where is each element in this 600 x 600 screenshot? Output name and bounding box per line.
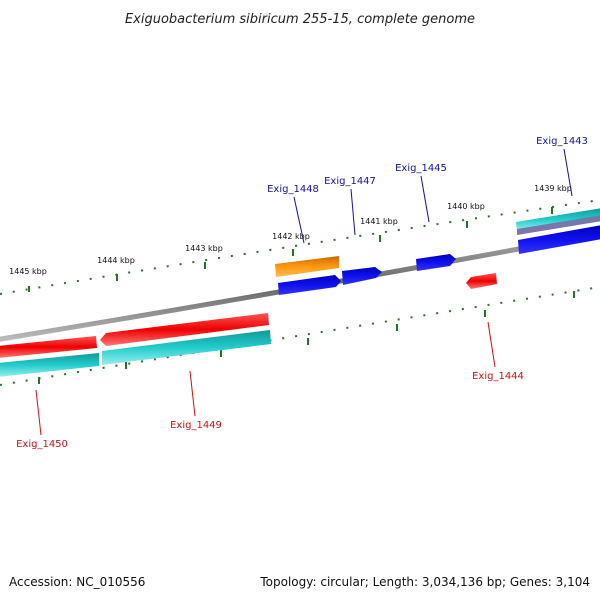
kbp-label-1440: 1440 kbp	[447, 202, 485, 211]
topology-summary: Topology: circular; Length: 3,034,136 bp…	[259, 575, 590, 589]
kbp-label-1444: 1444 kbp	[97, 256, 135, 265]
feature-exig-1449-gene[interactable]	[102, 330, 271, 365]
feature-exig-1443-gene[interactable]	[516, 208, 600, 231]
feature-exig-1448-cds[interactable]	[278, 275, 341, 295]
leader-exig-1449	[189, 370, 196, 417]
leader-exig-1448	[293, 196, 305, 244]
inner-major-ticks	[38, 291, 575, 384]
gene-label-exig-1445[interactable]: Exig_1445	[395, 163, 447, 174]
label-leaders-red	[35, 321, 496, 436]
leader-exig-1443	[563, 148, 573, 197]
feature-exig-1443-cds[interactable]	[518, 225, 600, 254]
gene-label-exig-1450[interactable]: Exig_1450	[16, 439, 68, 450]
feature-exig-1450-cds[interactable]	[0, 336, 97, 358]
outer-major-ticks	[28, 207, 553, 292]
feature-exig-1448-gene[interactable]	[275, 256, 339, 277]
map-title: Exiguobacterium sibiricum 255-15, comple…	[125, 12, 475, 27]
gene-label-exig-1444[interactable]: Exig_1444	[472, 371, 524, 382]
kbp-label-1441: 1441 kbp	[360, 217, 398, 226]
feature-exig-1450-gene[interactable]	[0, 353, 99, 377]
leader-exig-1447	[350, 188, 356, 236]
gene-label-exig-1449[interactable]: Exig_1449	[170, 420, 222, 431]
outer-tick-track	[0, 199, 600, 295]
gene-label-exig-1443[interactable]: Exig_1443	[536, 136, 588, 147]
label-leaders-blue	[293, 148, 573, 244]
gene-label-exig-1447[interactable]: Exig_1447	[324, 176, 376, 187]
feature-exig-1445-cds[interactable]	[416, 254, 456, 271]
leader-exig-1450	[35, 389, 42, 436]
kbp-label-1445: 1445 kbp	[9, 267, 47, 276]
feature-exig-1447-cds[interactable]	[342, 267, 382, 285]
kbp-label-1439: 1439 kbp	[534, 184, 572, 193]
kbp-label-1443: 1443 kbp	[185, 244, 223, 253]
leader-exig-1445	[420, 175, 430, 223]
accession-text: Accession: NC_010556	[9, 575, 145, 589]
kbp-label-1442: 1442 kbp	[272, 232, 310, 241]
feature-exig-1444-cds[interactable]	[466, 273, 497, 289]
feature-exig-1443-stripe	[517, 215, 600, 235]
gene-label-exig-1448[interactable]: Exig_1448	[267, 184, 319, 195]
leader-exig-1444	[487, 321, 496, 368]
feature-exig-1449-cds[interactable]	[100, 313, 269, 346]
